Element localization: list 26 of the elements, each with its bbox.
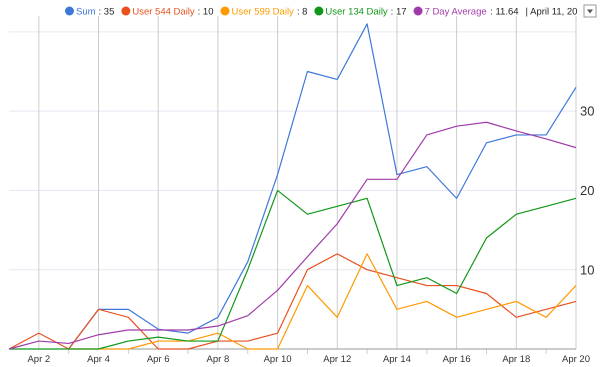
x-tick-label: Apr 12 <box>323 354 352 365</box>
y-tick-label: 30 <box>580 104 594 119</box>
x-tick-label: Apr 10 <box>264 354 292 365</box>
x-tick-label: Apr 6 <box>146 354 170 365</box>
x-tick-label: Apr 18 <box>502 354 530 365</box>
y-tick-label: 10 <box>580 262 594 278</box>
line-series <box>8 122 577 350</box>
legend-label: User 134 Daily <box>325 6 388 18</box>
x-tick-label: Apr 4 <box>87 354 110 365</box>
annotation: : 35 <box>98 6 114 18</box>
x-tick-label: Apr 8 <box>206 354 230 365</box>
x-tick-label: Apr 20 <box>562 354 590 365</box>
annotation: : 10 <box>198 6 214 18</box>
annotation: : 11.64 <box>490 6 519 18</box>
x-tick-label: Apr 16 <box>442 354 471 365</box>
legend-label: User 544 Daily <box>132 6 195 18</box>
line-series <box>8 190 577 350</box>
annotation: : 8 <box>296 6 308 18</box>
legend-label: User 599 Daily <box>232 6 294 18</box>
x-tick-label: Apr 2 <box>27 354 50 365</box>
legend-label: Sum <box>76 6 96 18</box>
annotation: | April 11, 20 <box>526 6 578 18</box>
y-tick-label: 20 <box>580 182 594 198</box>
legend-label: 7 Day Average <box>424 6 487 18</box>
x-tick-label: Apr 14 <box>382 354 411 365</box>
annotation: : 17 <box>390 6 407 18</box>
